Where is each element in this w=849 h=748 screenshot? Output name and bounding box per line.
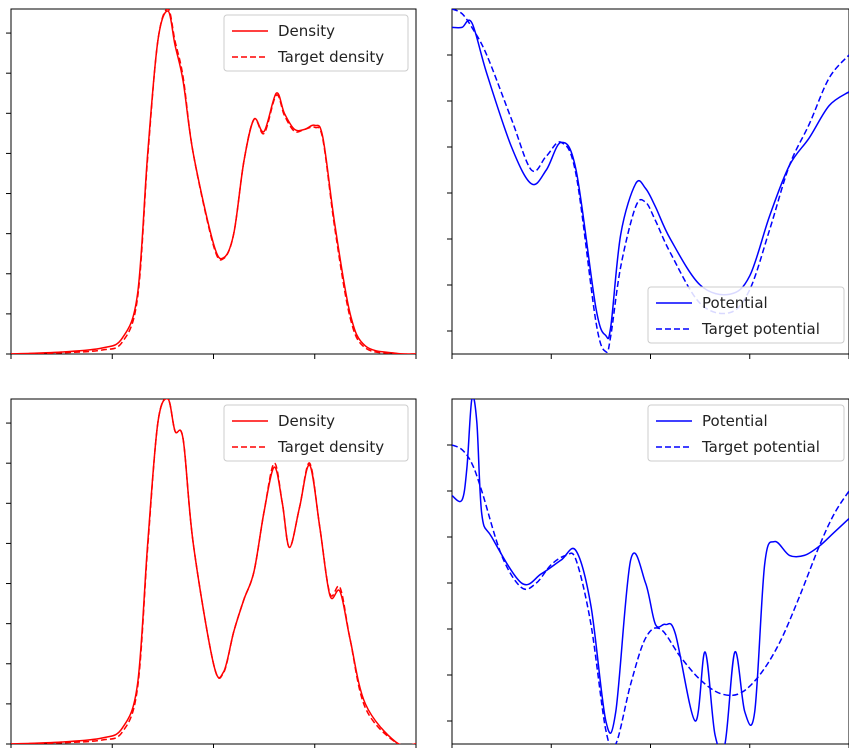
legend-label: Potential (702, 294, 768, 312)
series-line-main (452, 399, 849, 744)
series-line-main (452, 19, 849, 340)
legend-label: Potential (702, 412, 768, 430)
series-line-target (452, 444, 849, 744)
legend-box (647, 404, 845, 462)
legend-label: Density (278, 412, 335, 430)
legend-label: Target potential (701, 320, 820, 338)
series-line-target (452, 9, 849, 354)
legend: Density Target density (223, 404, 409, 462)
legend: Potential Target potential (647, 404, 845, 462)
series-line-target (11, 9, 416, 354)
legend-box (223, 14, 409, 72)
legend-label: Target potential (701, 438, 820, 456)
panel-top-right: Potential Target potential (447, 8, 849, 359)
legend-box (223, 404, 409, 462)
panel-top-left: Density Target density (6, 8, 417, 359)
legend: Density Target density (223, 14, 409, 72)
legend: Potential Target potential (647, 286, 845, 344)
legend-label: Density (278, 22, 335, 40)
legend-box (647, 286, 845, 344)
legend-label: Target density (277, 48, 384, 66)
panel-bottom-left: Density Target density (6, 398, 417, 748)
series-line-target (11, 399, 416, 744)
panel-bottom-right: Potential Target potential (447, 398, 849, 748)
legend-label: Target density (277, 438, 384, 456)
